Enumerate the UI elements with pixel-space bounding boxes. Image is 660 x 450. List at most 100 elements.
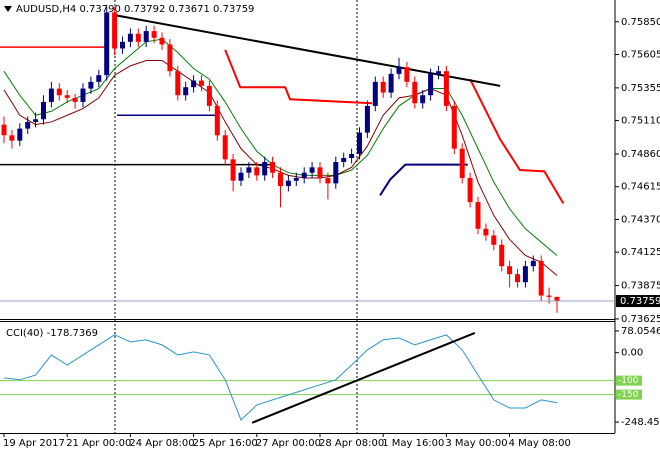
candle-body xyxy=(183,87,189,96)
candle-body xyxy=(120,41,125,49)
candle-body xyxy=(33,119,39,122)
candle-body xyxy=(206,85,212,106)
candle-body xyxy=(333,162,339,184)
y-tick-label: 0.75850 xyxy=(621,17,660,28)
candle-body xyxy=(372,81,378,106)
level-label-box xyxy=(616,375,642,386)
y-tick-label: 0.00 xyxy=(621,348,643,359)
candle-body xyxy=(262,162,268,176)
candle-body xyxy=(515,274,520,283)
candle-body xyxy=(357,132,362,154)
y-tick-label: 0.74615 xyxy=(621,182,660,193)
candle-body xyxy=(48,88,54,102)
candle-body xyxy=(475,202,481,229)
candle-body xyxy=(151,31,157,38)
candle-body xyxy=(380,81,386,93)
y-tick-label: 0.74125 xyxy=(621,247,660,258)
candle-body xyxy=(436,71,441,74)
candle-body xyxy=(467,178,473,203)
candle-body xyxy=(483,228,489,236)
candle-body xyxy=(222,135,228,160)
candle-body xyxy=(96,75,102,82)
candle-body xyxy=(72,97,78,102)
candle-body xyxy=(17,128,23,141)
candle-body xyxy=(175,71,181,96)
y-tick-label: 0.73875 xyxy=(621,281,660,292)
current-price-label: 0.73759 xyxy=(620,296,660,307)
candle-body xyxy=(88,81,94,89)
cci-trendline xyxy=(251,331,476,424)
x-tick-label: 21 Apr 00:00 xyxy=(66,438,131,449)
candle-body xyxy=(420,95,426,104)
level-label-box xyxy=(616,389,642,400)
y-tick-label: 0.75110 xyxy=(621,116,660,127)
overlay-line xyxy=(224,49,373,105)
candle-body xyxy=(9,135,15,141)
candle-body xyxy=(364,105,370,133)
x-tick-label: 24 Apr 08:00 xyxy=(129,438,194,449)
indicator-title: CCI(40) -178.7369 xyxy=(6,328,98,339)
candle-body xyxy=(507,266,513,275)
x-tick-label: 4 May 08:00 xyxy=(509,438,571,449)
candle-body xyxy=(554,296,560,302)
candle-body xyxy=(104,12,110,76)
candle-body xyxy=(309,167,315,173)
x-tick-label: 25 Apr 16:00 xyxy=(193,438,258,449)
candle-body xyxy=(112,12,118,49)
candle-body xyxy=(349,153,355,158)
y-tick-label: -248.4535 xyxy=(621,417,660,428)
candle-body xyxy=(143,31,149,42)
y-tick-label: 0.74860 xyxy=(621,149,660,160)
y-tick-label: 0.75605 xyxy=(621,49,660,60)
candle-body xyxy=(64,95,70,98)
candle-body xyxy=(443,71,449,106)
candle-body xyxy=(522,266,528,283)
x-tick-label: 28 Apr 08:00 xyxy=(319,438,384,449)
candle-body xyxy=(1,124,7,136)
candle-body xyxy=(238,172,244,181)
candle-body xyxy=(451,105,457,149)
candle-body xyxy=(325,178,331,184)
candle-body xyxy=(135,33,141,42)
x-tick-label: 27 Apr 00:00 xyxy=(256,438,321,449)
y-tick-label: 78.0546 xyxy=(621,326,660,337)
y-tick-label: 0.73625 xyxy=(621,314,660,325)
current-price-box xyxy=(616,295,660,308)
level-label: -150 xyxy=(618,390,639,400)
overlay-line xyxy=(114,14,501,87)
candle-body xyxy=(56,88,62,96)
candle-body xyxy=(214,105,220,136)
candle-body xyxy=(301,172,307,179)
x-tick-label: 1 May 16:00 xyxy=(382,438,444,449)
symbol-icon xyxy=(4,6,12,12)
candle-body xyxy=(388,73,394,93)
candle-body xyxy=(341,157,347,163)
candle-body xyxy=(246,167,252,173)
candle-body xyxy=(230,159,236,181)
candle-body xyxy=(396,67,402,74)
candle-body xyxy=(538,260,544,296)
candle-body xyxy=(199,80,204,86)
x-tick-label: 19 Apr 2017 xyxy=(3,438,65,449)
overlay-line xyxy=(379,163,468,196)
candle-body xyxy=(25,121,31,129)
x-tick-label: 3 May 00:00 xyxy=(445,438,507,449)
candle-body xyxy=(278,172,283,187)
candle-body xyxy=(412,81,418,104)
cci-line xyxy=(3,334,558,421)
y-tick-label: 0.74370 xyxy=(621,214,660,225)
candle-body xyxy=(80,88,86,102)
candle-body xyxy=(459,148,465,179)
candle-body xyxy=(159,37,165,45)
overlay-line xyxy=(469,78,565,204)
level-label: -100 xyxy=(618,376,639,386)
candle-body xyxy=(127,33,133,42)
candle-body xyxy=(499,244,505,267)
candle-body xyxy=(167,44,173,72)
candle-body xyxy=(293,178,299,181)
candle-body xyxy=(404,67,410,82)
candle-body xyxy=(285,180,291,187)
chart-title: AUDUSD,H4 0.73790 0.73792 0.73671 0.7375… xyxy=(16,4,254,15)
